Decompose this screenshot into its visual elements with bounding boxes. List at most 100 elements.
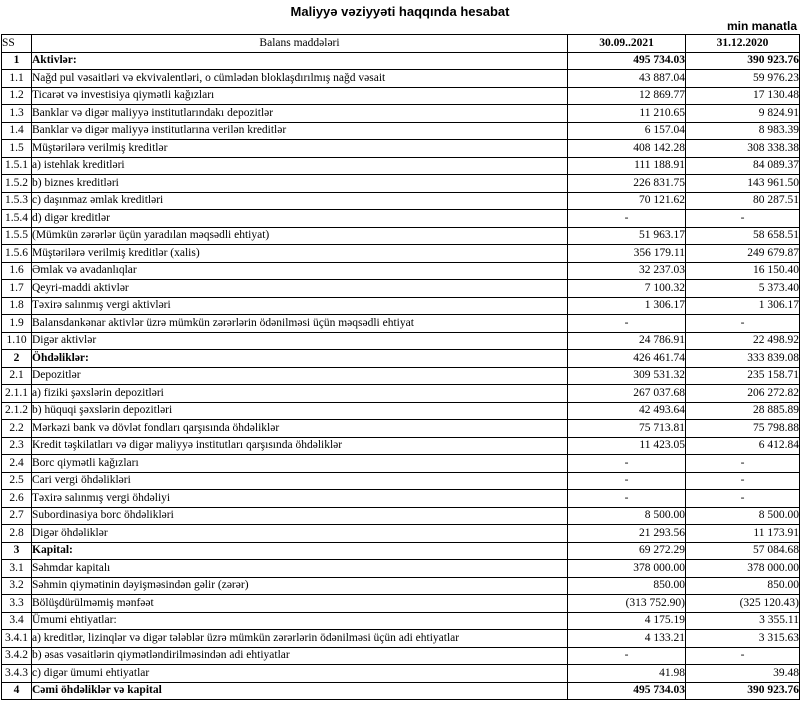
row-label: Kredit təşkilatları və digər maliyyə ins… xyxy=(31,436,568,455)
row-value-2020: 390 923.76 xyxy=(685,51,800,70)
table-row: 2.3 Kredit təşkilatları və digər maliyyə … xyxy=(1,436,800,455)
table-row: 1.3 Banklar və digər maliyyə institutları… xyxy=(1,104,800,123)
table-row: 1.5 Müştərilərə verilmiş kreditlər 408 142… xyxy=(1,139,800,158)
table-header-row: SS Balans maddələri 30.09..2021 31.12.20… xyxy=(1,34,800,53)
row-value-2020: 80 287.51 xyxy=(685,191,800,210)
row-value-2021: 378 000.00 xyxy=(567,559,686,578)
row-ss: 1.4 xyxy=(1,121,32,140)
row-value-2021: 7 100.32 xyxy=(567,279,686,298)
row-label: Əmlak və avadanlıqlar xyxy=(31,261,568,280)
row-ss: 2.7 xyxy=(1,506,32,525)
row-ss: 4 xyxy=(1,681,32,700)
table-row: 2.1.1 a) fiziki şəxslərin depozitləri 267 … xyxy=(1,384,800,403)
row-ss: 2.3 xyxy=(1,436,32,455)
row-value-2021: - xyxy=(567,209,686,228)
row-ss: 2.1.2 xyxy=(1,401,32,420)
row-value-2021: 495 734.03 xyxy=(567,51,686,70)
table-row: 1.9 Balansdankənar aktivlər üzrə mümkün z… xyxy=(1,314,800,333)
row-value-2021: 426 461.74 xyxy=(567,349,686,368)
row-value-2020: 850.00 xyxy=(685,576,800,595)
row-value-2020: 249 679.87 xyxy=(685,244,800,263)
row-value-2020: 28 885.89 xyxy=(685,401,800,420)
row-ss: 3.2 xyxy=(1,576,32,595)
table-row: 1.5.6 Müştərilərə verilmiş kreditlər (xal… xyxy=(1,244,800,263)
row-label: Səhmin qiymətinin dəyişməsindən gəlir (z… xyxy=(31,576,568,595)
row-ss: 2.6 xyxy=(1,489,32,508)
table-row: 1.5.3 c) daşınmaz əmlak kreditləri 70 121.… xyxy=(1,191,800,210)
table-row: 1.8 Təxirə salınmış vergi aktivləri 1 306.… xyxy=(1,296,800,315)
row-value-2020: 143 961.50 xyxy=(685,174,800,193)
row-label: Digər öhdəliklər xyxy=(31,524,568,543)
row-label: Ticarət və investisiya qiymətli kağızlar… xyxy=(31,86,568,105)
row-label: Qeyri-maddi aktivlər xyxy=(31,279,568,298)
column-header-item: Balans maddələri xyxy=(31,34,568,53)
row-label: b) əsas vəsaitlərin qiymətləndirilməsind… xyxy=(31,646,568,665)
row-value-2021: 11 423.05 xyxy=(567,436,686,455)
row-value-2021: 21 293.56 xyxy=(567,524,686,543)
row-value-2021: 75 713.81 xyxy=(567,419,686,438)
row-ss: 1.5.5 xyxy=(1,226,32,245)
row-value-2021: 408 142.28 xyxy=(567,139,686,158)
column-header-period-current: 30.09..2021 xyxy=(567,34,686,53)
row-value-2021: 24 786.91 xyxy=(567,331,686,350)
row-value-2020: 308 338.38 xyxy=(685,139,800,158)
row-value-2020: 58 658.51 xyxy=(685,226,800,245)
table-row: 3.4 Ümumi ehtiyatlar: 4 175.19 3 355.11 xyxy=(1,611,800,630)
row-value-2020: 8 500.00 xyxy=(685,506,800,525)
row-value-2021: 309 531.32 xyxy=(567,366,686,385)
row-value-2021: 8 500.00 xyxy=(567,506,686,525)
row-ss: 3.4 xyxy=(1,611,32,630)
row-label: Subordinasiya borc öhdəlikləri xyxy=(31,506,568,525)
row-label: Nağd pul vəsaitləri və ekvivalentləri, o… xyxy=(31,69,568,88)
table-row: 1.6 Əmlak və avadanlıqlar 32 237.03 16 150.… xyxy=(1,261,800,280)
row-value-2021: 11 210.65 xyxy=(567,104,686,123)
row-value-2020: 3 315.63 xyxy=(685,629,800,648)
row-label: Borc qiymətli kağızları xyxy=(31,454,568,473)
column-header-period-prior: 31.12.2020 xyxy=(685,34,800,53)
row-value-2020: 59 976.23 xyxy=(685,69,800,88)
row-value-2021: 495 734.03 xyxy=(567,681,686,700)
row-value-2021: 32 237.03 xyxy=(567,261,686,280)
row-label: c) digər ümumi ehtiyatlar xyxy=(31,664,568,683)
row-ss: 1 xyxy=(1,51,32,70)
row-value-2021: 51 963.17 xyxy=(567,226,686,245)
row-value-2021: - xyxy=(567,471,686,490)
row-value-2021: 70 121.62 xyxy=(567,191,686,210)
table-row: 2 Öhdəliklər: 426 461.74 333 839.08 xyxy=(1,349,800,368)
row-value-2021: 1 306.17 xyxy=(567,296,686,315)
row-ss: 2.4 xyxy=(1,454,32,473)
row-ss: 1.8 xyxy=(1,296,32,315)
row-label: b) biznes kreditləri xyxy=(31,174,568,193)
row-ss: 2 xyxy=(1,349,32,368)
table-row: 3.2 Səhmin qiymətinin dəyişməsindən gəlir… xyxy=(1,576,800,595)
table-row: 1.1 Nağd pul vəsaitləri və ekvivalentləri… xyxy=(1,69,800,88)
row-label: Aktivlər: xyxy=(31,51,568,70)
row-label: Öhdəliklər: xyxy=(31,349,568,368)
row-value-2021: 4 175.19 xyxy=(567,611,686,630)
row-value-2021: 111 188.91 xyxy=(567,156,686,175)
table-row: 1.5.2 b) biznes kreditləri 226 831.75 143 9… xyxy=(1,174,800,193)
row-label: Depozitlər xyxy=(31,366,568,385)
row-label: c) daşınmaz əmlak kreditləri xyxy=(31,191,568,210)
table-row: 1.5.5 (Mümkün zərərlər üçün yaradılan məq… xyxy=(1,226,800,245)
row-value-2021: (313 752.90) xyxy=(567,594,686,613)
row-value-2020: 6 412.84 xyxy=(685,436,800,455)
table-row: 2.1 Depozitlər 309 531.32 235 158.71 xyxy=(1,366,800,385)
row-value-2021: 12 869.77 xyxy=(567,86,686,105)
row-label: b) hüquqi şəxslərin depozitləri xyxy=(31,401,568,420)
row-value-2020: 11 173.91 xyxy=(685,524,800,543)
table-row: 2.8 Digər öhdəliklər 21 293.56 11 173.91 xyxy=(1,524,800,543)
row-value-2020: - xyxy=(685,454,800,473)
row-value-2020: 16 150.40 xyxy=(685,261,800,280)
row-ss: 1.1 xyxy=(1,69,32,88)
table-row: 1 Aktivlər: 495 734.03 390 923.76 xyxy=(1,51,800,70)
row-value-2021: 43 887.04 xyxy=(567,69,686,88)
row-label: Kapital: xyxy=(31,541,568,560)
unit-note: min manatla xyxy=(726,19,797,33)
row-value-2021: 356 179.11 xyxy=(567,244,686,263)
row-label: Mərkəzi bank və dövlət fondları qarşısın… xyxy=(31,419,568,438)
row-value-2021: 6 157.04 xyxy=(567,121,686,140)
row-label: Müştərilərə verilmiş kreditlər (xalis) xyxy=(31,244,568,263)
row-ss: 1.9 xyxy=(1,314,32,333)
